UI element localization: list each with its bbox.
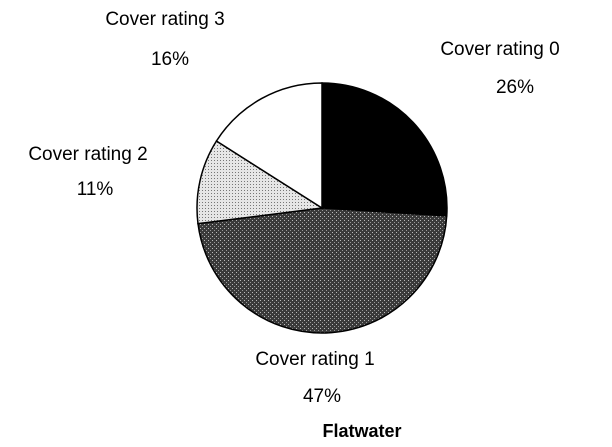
pie-slice [215, 82, 323, 210]
slice-label: Cover rating 0 [440, 39, 559, 60]
slice-value-label: 16% [151, 49, 189, 70]
slice-label: Cover rating 1 [255, 349, 374, 370]
slice-value-label: 11% [77, 179, 114, 200]
chart-title: Flatwater [322, 421, 401, 441]
slice-value-label: 47% [303, 386, 341, 407]
pie-slice [196, 139, 325, 225]
slice-value-label: 26% [496, 77, 534, 98]
pie-slice [321, 82, 448, 217]
slice-label: Cover rating 2 [28, 144, 147, 165]
pie-slice [197, 207, 448, 334]
slice-label: Cover rating 3 [105, 9, 224, 30]
